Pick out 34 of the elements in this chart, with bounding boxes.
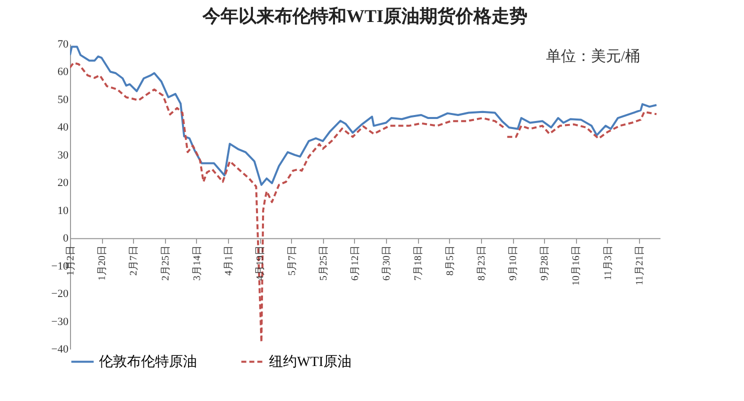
y-tick-label: −40 bbox=[51, 344, 69, 356]
x-tick-label: 7月18日 bbox=[413, 246, 424, 281]
y-tick-label: 20 bbox=[58, 177, 69, 190]
x-tick-label: 9月10日 bbox=[508, 246, 519, 281]
x-tick-label: 5月25日 bbox=[318, 246, 330, 281]
x-tick-label: 6月12日 bbox=[350, 246, 361, 281]
y-tick-label: 70 bbox=[58, 38, 69, 50]
x-tick-label: 1月20日 bbox=[97, 246, 108, 281]
y-tick-label: 10 bbox=[58, 204, 69, 217]
y-tick-label: 60 bbox=[58, 66, 69, 78]
y-tick-label: 50 bbox=[58, 94, 69, 106]
y-tick-label: −20 bbox=[51, 288, 69, 300]
x-tick-label: 6月30日 bbox=[382, 246, 393, 281]
x-tick-label: 2月7日 bbox=[128, 246, 140, 276]
x-tick-label: 11月3日 bbox=[602, 246, 614, 280]
y-tick-label: 40 bbox=[58, 122, 69, 134]
x-tick-label: 9月28日 bbox=[540, 246, 551, 281]
x-tick-label: 5月7日 bbox=[286, 246, 298, 276]
annotation: 单位：美元/桶 bbox=[546, 48, 640, 65]
x-tick-label: 3月14日 bbox=[192, 246, 203, 281]
y-tick-label: 0 bbox=[63, 232, 69, 245]
x-tick-label: 8月23日 bbox=[476, 246, 488, 281]
y-tick-label: 30 bbox=[58, 149, 69, 162]
x-tick-label: 8月5日 bbox=[444, 246, 456, 276]
x-tick-label: 10月16日 bbox=[571, 246, 582, 286]
y-tick-label: −30 bbox=[51, 316, 69, 328]
legend-label: 伦敦布伦特原油 bbox=[99, 354, 197, 370]
x-tick-label: 4月19日 bbox=[255, 246, 266, 281]
x-tick-label: 2月25日 bbox=[160, 246, 172, 281]
legend-label: 纽约WTI原油 bbox=[269, 354, 352, 370]
chart-title: 今年以来布伦特和WTI原油期货价格走势 bbox=[201, 6, 528, 26]
x-tick-label: 4月1日 bbox=[224, 246, 235, 276]
x-tick-label: 11月21日 bbox=[634, 246, 646, 286]
line-series bbox=[70, 46, 658, 186]
